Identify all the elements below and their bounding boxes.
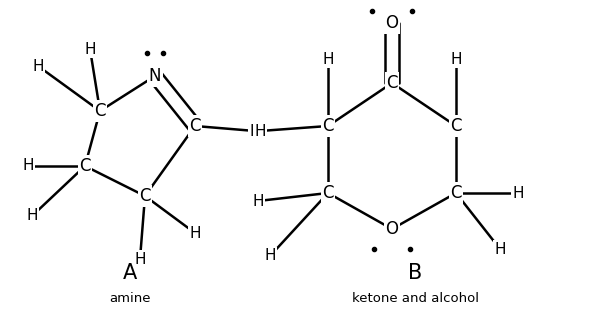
Text: H: H: [264, 248, 276, 264]
Text: C: C: [451, 184, 462, 202]
Text: ketone and alcohol: ketone and alcohol: [352, 292, 478, 306]
Text: H: H: [189, 225, 201, 240]
Text: A: A: [123, 263, 137, 283]
Text: H: H: [494, 241, 506, 256]
Text: H: H: [322, 51, 334, 66]
Text: H: H: [134, 251, 146, 266]
Text: H: H: [84, 41, 96, 56]
Text: H: H: [249, 124, 260, 138]
Text: C: C: [79, 157, 91, 175]
Text: H: H: [512, 186, 524, 201]
Text: B: B: [408, 263, 422, 283]
Text: amine: amine: [110, 292, 151, 306]
Text: C: C: [322, 184, 334, 202]
Text: O: O: [385, 14, 398, 32]
Text: O: O: [385, 220, 398, 238]
Text: C: C: [386, 74, 398, 92]
Text: H: H: [32, 58, 44, 74]
Text: C: C: [94, 102, 106, 120]
Text: C: C: [451, 117, 462, 135]
Text: H: H: [26, 209, 38, 223]
Text: H: H: [254, 124, 266, 138]
Text: H: H: [22, 159, 34, 173]
Text: N: N: [149, 67, 161, 85]
Text: C: C: [322, 117, 334, 135]
Text: H: H: [252, 194, 264, 209]
Text: C: C: [189, 117, 201, 135]
Text: H: H: [451, 51, 462, 66]
Text: C: C: [139, 187, 151, 205]
